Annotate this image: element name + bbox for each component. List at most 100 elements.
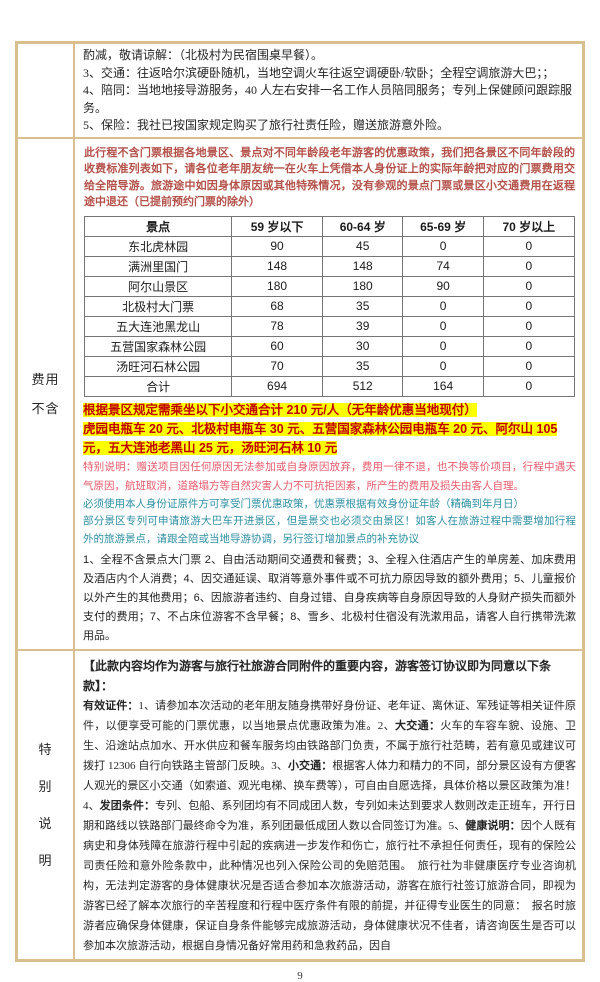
contract-table-border: 酌减，敬请谅解：（北极村为民宿围桌早餐）。 3、交通：往返哈尔滨硬卧随机，当地空调… [15,41,585,962]
price-table-body: 东北虎林园 90 45 0 0 满洲里国门 148 148 74 0 阿尔山景区 180 180 90 0 北… [84,235,575,397]
special-terms-content: 【此款内容均作为游客与旅行社旅游合同附件的重要内容，游客签订协议即为同意以下条款… [75,651,582,959]
price-table-row: 五营国家森林公园 60 30 0 0 [84,335,575,357]
price-table-cell: 164 [402,375,484,397]
price-table-cell: 合计 [84,375,233,397]
price-table-row: 阿尔山景区 180 180 90 0 [84,275,575,297]
ticket-price-table: 景点 59 岁以下 60-64 岁 65-69 岁 70 岁以上 东北虎林园 90 45 0 0… [84,215,575,397]
fee-label-char: 费用 [31,371,60,387]
price-table-row: 汤旺河石林公园 70 35 0 0 [84,355,575,377]
terms-body: 有效证件：1、请参加本次活动的老年朋友随身携带好身份证、老年证、离休证、军残证等… [83,696,576,956]
price-table-cell: 78 [231,315,323,337]
inclusion-line: 4、陪同：当地地接导游服务，40 人左右安排一名工作人员陪同服务；专列上保健顾问… [83,83,573,115]
terms-segment: 健康说明： [465,820,521,832]
price-table-cell: 74 [402,255,484,277]
terms-segment: 1、请参加本次活动的老年朋友随身携带好身份证、老年证、离休证、军残证等相关证件原… [83,700,577,732]
id-policy-line: 部分景区专列可申请旅游大巴车开进景区，但是景交也必须交由景区！如客人在旅游过程中… [83,515,576,545]
price-table-row: 东北虎林园 90 45 0 0 [84,235,575,257]
price-table-cell: 汤旺河石林公园 [84,355,233,377]
special-terms-label-char: 特 [38,742,53,757]
price-table-header-cell: 70 岁以上 [482,215,575,237]
price-table-cell: 0 [482,315,575,337]
terms-segment: 大交通： [394,720,441,732]
price-table-cell: 694 [231,375,323,397]
price-table-header-row: 景点 59 岁以下 60-64 岁 65-69 岁 70 岁以上 [84,215,575,237]
price-table-cell: 148 [321,255,404,277]
price-table-cell: 0 [482,255,575,277]
price-table-cell: 0 [402,315,484,337]
terms-segment: 根据客人体力和精力的不同，部分景区设有方便客人观光的景区小交通（如索道、观光电梯… [83,760,577,812]
inclusion-line: 酌减，敬请谅解：（北极村为民宿围桌早餐）。 [83,48,324,62]
price-table-cell: 0 [482,275,575,297]
price-table-cell: 35 [321,355,404,377]
price-table-cell: 0 [482,295,575,317]
price-table-cell: 五营国家森林公园 [84,335,233,357]
contract-table: 酌减，敬请谅解：（北极村为民宿围桌早餐）。 3、交通：往返哈尔滨硬卧随机，当地空调… [0,41,600,982]
special-terms-label-char: 别 [38,779,53,794]
excluded-items-list: 1、全程不含景点大门票 2、自由活动期间交通费和餐费；3、全程入住酒店产生的单房… [83,554,576,642]
price-table-cell: 30 [321,335,404,357]
fee-excluded-label: 费用 不含 [18,138,75,649]
price-table-cell: 512 [321,375,404,397]
price-table-row: 满洲里国门 148 148 74 0 [84,255,575,277]
transport-fee-line1: 根据景区规定需乘坐以下小交通合计 210 元/人（无年龄优惠当地现付） [83,401,576,420]
row-fee-excluded: 费用不含 此行程不含门票根据各地景区、景点对不同年龄段老年游客的优惠政策，我们把… [18,136,582,650]
price-table-cell: 五大连池黑龙山 [84,315,233,337]
terms-segment: 发团条件： [99,800,156,812]
row-special-terms: 特别说明 【此款内容均作为游客与旅行社旅游合同附件的重要内容，游客签订协议即为同… [18,649,582,959]
price-table-cell: 35 [321,295,404,317]
price-table-cell: 北极村大门票 [84,295,233,317]
terms-segment: 小交通： [287,760,333,772]
price-table-cell: 0 [482,375,575,397]
price-table-header-cell: 59 岁以下 [231,215,323,237]
terms-segment: 火车的车容车貌、设施、卫生、沿途站点加水、开水供应和餐车服务均由铁路部门负责，不… [83,720,577,772]
price-table-cell: 0 [402,235,484,257]
inclusion-line: 3、交通：往返哈尔滨硬卧随机，当地空调火车往返空调硬卧/软卧；全程空调旅游大巴；… [83,65,555,80]
terms-header: 【此款内容均作为游客与旅行社旅游合同附件的重要内容，游客签订协议即为同意以下条款… [83,659,552,693]
price-table-cell: 39 [321,315,404,337]
price-table-cell: 0 [482,335,575,357]
terms-segment: 专列、包船、系列团均有不同成团人数，专列如未达到要求人数则改走正班车，开行日期和… [83,800,577,832]
price-table-cell: 70 [231,355,323,377]
price-table-cell: 满洲里国门 [84,255,233,277]
row-inclusion: 酌减，敬请谅解：（北极村为民宿围桌早餐）。 3、交通：往返哈尔滨硬卧随机，当地空调… [18,44,582,137]
ticket-policy-notice: 此行程不含门票根据各地景区、景点对不同年龄段老年游客的优惠政策，我们把各景区不同… [84,146,575,209]
terms-segment: 有效证件： [83,700,139,712]
page-number: 9 [297,970,303,982]
price-table-cell: 180 [231,275,323,297]
id-policy-line: 必须使用本人身份证原件方可享受门票优惠政策，优惠票根据有效身份证年龄（精确到年月… [83,497,524,510]
row-inclusion-label-cell [18,44,75,137]
fee-excluded-content: 此行程不含门票根据各地景区、景点对不同年龄段老年游客的优惠政策，我们把各景区不同… [75,139,582,650]
price-table-row: 合计 694 512 164 0 [84,375,575,397]
price-table-cell: 90 [231,235,323,257]
transport-fee-total: 根据景区规定需乘坐以下小交通合计 210 元/人（无年龄优惠当地现付） [83,402,477,417]
price-table-cell: 68 [231,295,323,317]
price-table-cell: 0 [402,335,484,357]
price-table-header-cell: 65-69 岁 [402,215,484,237]
price-table-header-cell: 景点 [84,215,233,237]
price-table-cell: 60 [231,335,323,357]
special-terms-label-char: 说 [38,816,53,831]
price-table-cell: 180 [321,275,404,297]
special-terms-label-char: 明 [38,853,53,868]
id-policy: 必须使用本人身份证原件方可享受门票优惠政策，优惠票根据有效身份证年龄（精确到年月… [83,496,576,549]
price-table-row: 北极村大门票 68 35 0 0 [84,295,575,317]
price-table-cell: 阿尔山景区 [84,275,233,297]
price-table-header-cell: 60-64 岁 [321,215,404,237]
price-table-cell: 0 [482,355,575,377]
special-terms-label: 特别说明 [18,651,75,959]
transport-fee-highlight: 根据景区规定需乘坐以下小交通合计 210 元/人（无年龄优惠当地现付） 虎园电瓶… [83,401,576,458]
price-table-row: 五大连池黑龙山 78 39 0 0 [84,315,575,337]
inclusion-line: 5、保险：我社已按国家规定购买了旅行社责任险，赠送旅游意外险。 [83,118,450,132]
inclusion-text: 酌减，敬请谅解：（北极村为民宿围桌早餐）。 3、交通：往返哈尔滨硬卧随机，当地空调… [75,44,582,137]
document-page: { "page": { "number": "9" }, "colors": {… [15,41,585,982]
price-table-cell: 148 [231,255,323,277]
price-table-cell: 0 [482,235,575,257]
price-table-cell: 90 [402,275,484,297]
price-table-cell: 45 [321,235,404,257]
price-table-cell: 0 [402,295,484,317]
fee-label-char: 不含 [31,400,60,416]
price-table-cell: 0 [402,355,484,377]
transport-fee-detail: 虎园电瓶车 20 元、北极村电瓶车 30 元、五营国家森林公园电瓶车 20 元、… [83,421,558,455]
transport-fee-line2: 虎园电瓶车 20 元、北极村电瓶车 30 元、五营国家森林公园电瓶车 20 元、… [83,420,576,458]
terms-segment: 因个人既有病史和身体残障在旅游行程中引起的疾病进一步发作和伤亡，旅行社不承担任何… [83,820,577,952]
